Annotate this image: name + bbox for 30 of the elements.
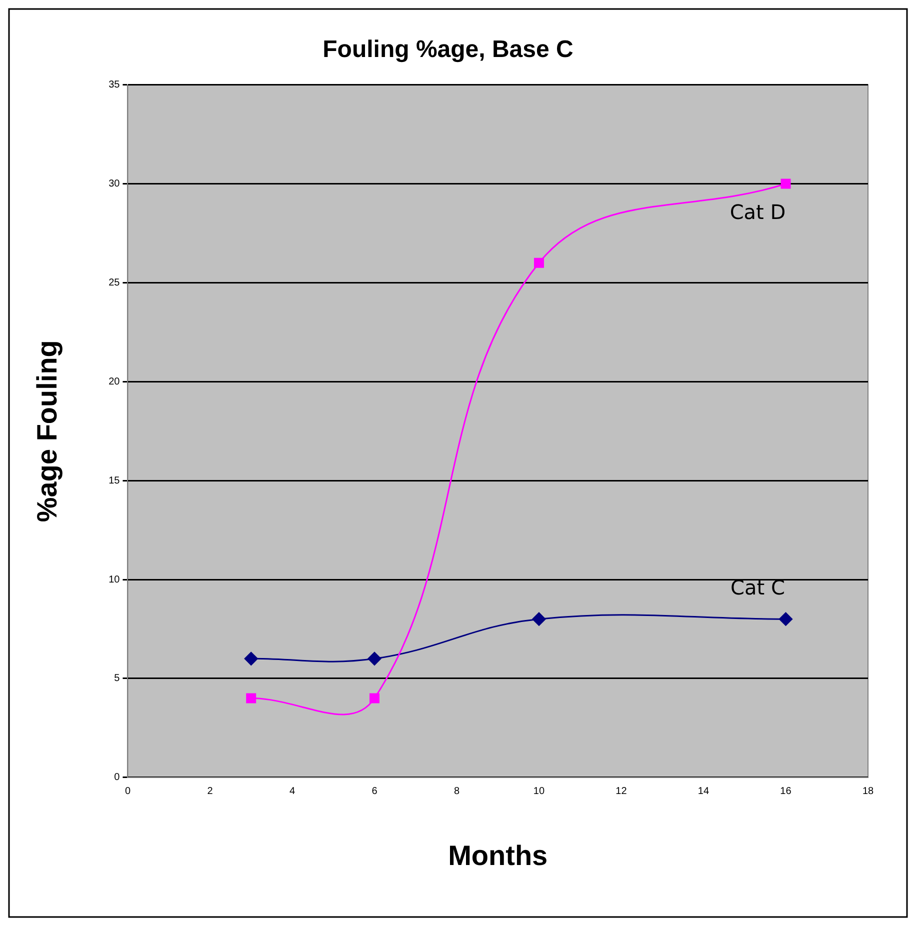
y-tick-label: 0 — [114, 772, 120, 784]
chart-title: Fouling %age, Base C — [322, 36, 574, 64]
y-tick-label: 15 — [108, 475, 120, 486]
x-tick-label: 6 — [372, 786, 378, 798]
point — [368, 652, 382, 666]
point — [534, 258, 544, 268]
x-tick-label: 4 — [289, 786, 296, 798]
x-tick-label: 0 — [124, 786, 131, 798]
y-tick-label: 25 — [108, 277, 120, 288]
y-tick-label: 30 — [108, 178, 120, 190]
point — [244, 652, 258, 666]
x-tick-label: 18 — [862, 786, 874, 798]
point — [780, 178, 791, 189]
point — [246, 693, 256, 704]
x-tick-label: 14 — [698, 786, 710, 798]
y-axis-title: %age Fouling — [32, 340, 63, 522]
x-tick-label: 16 — [780, 786, 792, 798]
x-tick-label: 8 — [454, 786, 460, 798]
point — [532, 612, 546, 626]
x-tick-label: 2 — [207, 786, 214, 798]
x-axis-title: Months — [448, 840, 548, 871]
y-tick-label: 20 — [108, 376, 120, 388]
y-tick-label: 5 — [114, 673, 120, 684]
y-tick-label: 35 — [108, 80, 120, 91]
x-tick-label: 12 — [616, 786, 628, 798]
x-tick-label: 10 — [533, 786, 545, 798]
point — [778, 612, 792, 626]
point — [369, 693, 380, 704]
series-label: Cat D — [730, 200, 786, 224]
y-tick-label: 10 — [108, 574, 120, 586]
